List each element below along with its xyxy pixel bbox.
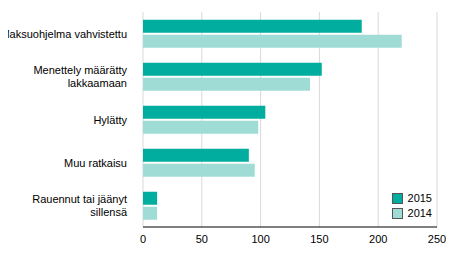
svg-text:Maksuohjelma vahvistettu: Maksuohjelma vahvistettu [8,28,127,40]
svg-text:250: 250 [428,233,446,245]
svg-text:150: 150 [310,233,328,245]
svg-text:50: 50 [196,233,208,245]
svg-text:Muu ratkaisu: Muu ratkaisu [64,157,127,169]
html-text:2014: 2014 [407,207,432,219]
svg-text:200: 200 [369,233,387,245]
html-text:2015: 2015 [407,192,432,204]
svg-text:100: 100 [251,233,269,245]
svg-text:Menettely määrättylakkaamaan: Menettely määrättylakkaamaan [33,64,127,89]
svg-text:Rauennut tai jäänytsillensä: Rauennut tai jäänytsillensä [32,193,128,218]
svg-text:Hylätty: Hylätty [93,114,127,126]
svg-text:0: 0 [140,233,146,245]
